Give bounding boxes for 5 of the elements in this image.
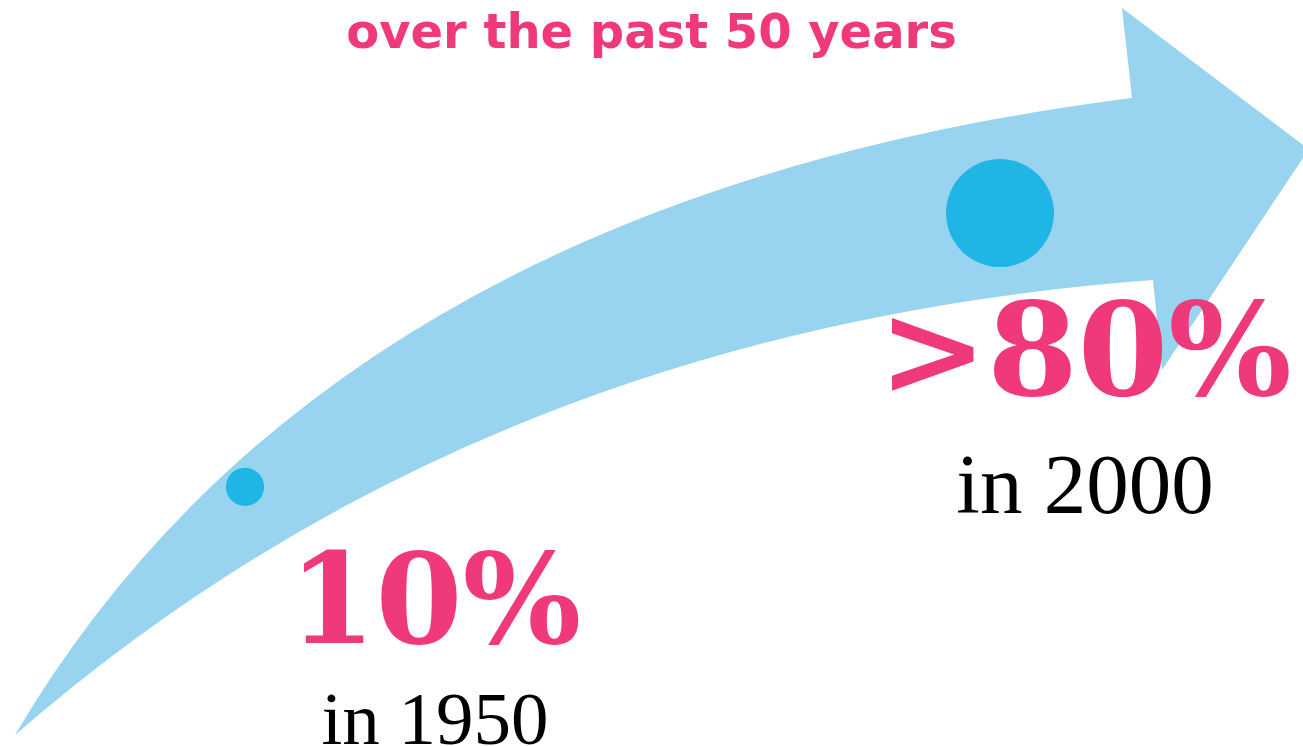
text: over the past 50 years	[346, 3, 957, 59]
category-label: in 1950	[321, 676, 549, 746]
category-label: in 2000	[956, 437, 1214, 532]
data-label: >80%	[878, 273, 1292, 427]
data-label: 10%	[288, 526, 582, 673]
